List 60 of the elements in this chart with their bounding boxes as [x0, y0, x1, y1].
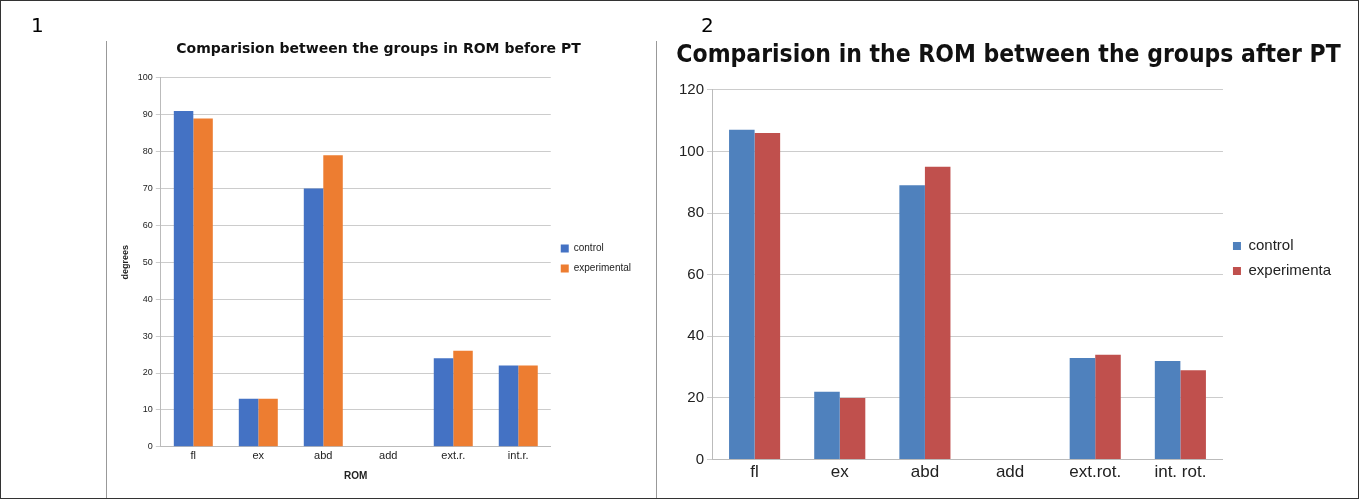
- x-tick-label: ext.r.: [441, 449, 466, 462]
- y-tick-label: 70: [142, 182, 153, 193]
- y-tick-label: 80: [687, 203, 705, 221]
- x-tick-label: add: [995, 462, 1025, 482]
- bar: [238, 398, 259, 447]
- bar: [924, 166, 951, 460]
- x-tick-label: abd: [910, 462, 940, 482]
- y-tick-label: 100: [679, 141, 705, 159]
- x-tick-label: ext.rot.: [1069, 462, 1122, 482]
- chart-title: Comparision in the ROM between the groups after PT: [676, 39, 1341, 67]
- x-axis-title: ROM: [344, 469, 368, 481]
- bar: [323, 155, 343, 447]
- bar: [453, 350, 473, 447]
- y-tick-label: 20: [687, 388, 705, 406]
- bar: [173, 111, 194, 447]
- legend-label: control: [1248, 236, 1294, 254]
- bar: [839, 397, 866, 460]
- x-tick-label: fl: [750, 462, 759, 482]
- legend-label: control: [573, 242, 604, 254]
- bar: [258, 398, 278, 447]
- y-tick-label: 10: [142, 404, 153, 415]
- y-tick-label: 20: [142, 367, 153, 378]
- bar: [433, 358, 454, 447]
- y-tick-label: 120: [679, 79, 705, 97]
- bar: [303, 188, 324, 447]
- x-tick-label: fl: [190, 449, 197, 462]
- y-tick-label: 30: [142, 330, 153, 341]
- bar: [518, 365, 538, 447]
- y-tick-label: 0: [147, 441, 153, 452]
- x-tick-label: abd: [314, 449, 333, 462]
- y-tick-label: 0: [695, 449, 705, 467]
- y-tick-label: 100: [137, 72, 153, 83]
- x-tick-label: add: [379, 449, 398, 462]
- y-tick-label: 40: [687, 326, 705, 344]
- x-tick-label: int.r.: [507, 449, 529, 462]
- x-tick-label: int. rot.: [1154, 462, 1207, 482]
- y-tick-label: 60: [687, 264, 705, 282]
- chart-title: Comparision between the groups in ROM before PT: [176, 40, 582, 57]
- legend-label: experimental: [573, 262, 632, 274]
- text: 1: [31, 13, 44, 37]
- bar: [1180, 370, 1206, 460]
- y-tick-label: 80: [142, 146, 153, 157]
- bar: [193, 118, 213, 447]
- legend-label: experimenta: [1248, 261, 1332, 279]
- y-tick-label: 50: [142, 256, 153, 267]
- bar: [899, 185, 925, 460]
- bar: [498, 365, 519, 447]
- text: 2: [701, 13, 714, 37]
- y-tick-label: 90: [142, 109, 153, 120]
- y-tick-label: 40: [142, 293, 153, 304]
- y-axis-title: degrees: [119, 245, 130, 280]
- bar: [1069, 357, 1096, 460]
- x-tick-label: ex: [830, 462, 850, 482]
- bar: [729, 129, 755, 460]
- x-tick-label: ex: [252, 449, 265, 462]
- bar: [814, 391, 840, 460]
- y-tick-label: 60: [142, 219, 153, 230]
- bar: [1154, 360, 1181, 460]
- bar: [754, 132, 781, 460]
- bar: [1095, 354, 1121, 460]
